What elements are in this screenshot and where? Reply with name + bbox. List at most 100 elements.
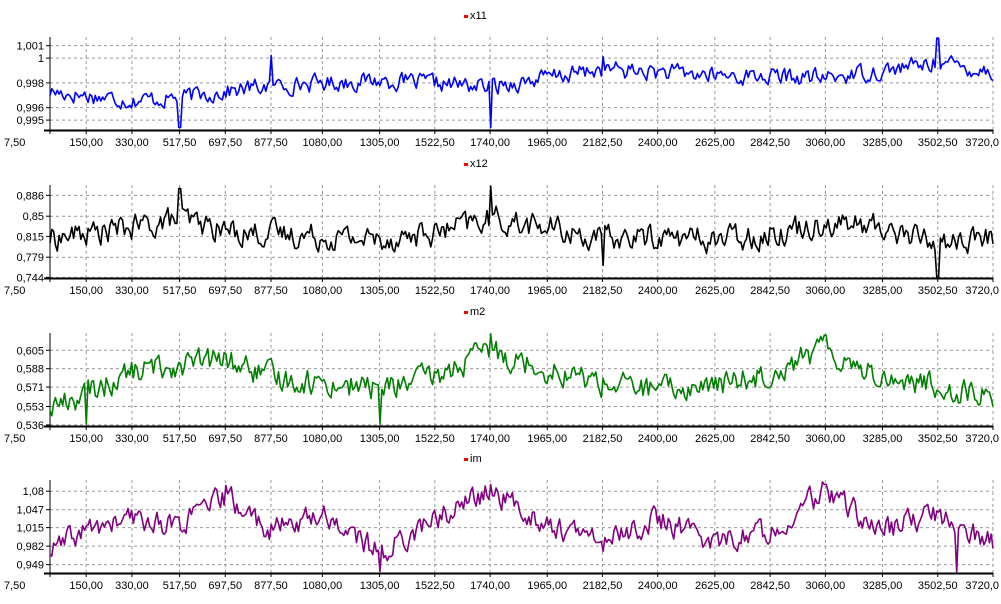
x-tick-label: 877,50 bbox=[254, 433, 288, 445]
x-tick-label: 3060,00 bbox=[805, 580, 845, 592]
legend: x12 bbox=[464, 158, 488, 170]
grid bbox=[49, 185, 994, 278]
y-tick-label: 0,998 bbox=[16, 78, 44, 90]
x-tick-label: 3720,0 bbox=[965, 137, 999, 149]
legend: m2 bbox=[464, 306, 485, 318]
series-line-x12 bbox=[49, 185, 994, 279]
x-tick-label: 2400,00 bbox=[638, 580, 678, 592]
x-tick-label: 2182,50 bbox=[583, 137, 623, 149]
x-tick-label: 2400,00 bbox=[638, 137, 678, 149]
legend-label: x12 bbox=[470, 158, 488, 170]
x-tick-label: 1522,50 bbox=[415, 433, 455, 445]
y-tick-label: 0,588 bbox=[16, 364, 44, 376]
y-tick-label: 0,571 bbox=[16, 382, 44, 394]
x-tick-label: 1965,00 bbox=[527, 433, 567, 445]
x-tick-label: 697,50 bbox=[208, 285, 242, 297]
y-tick-label: 1 bbox=[38, 53, 44, 65]
x-tick-label: 2625,00 bbox=[695, 285, 735, 297]
series-line-m2 bbox=[49, 333, 994, 425]
x-tick-label: 3502,50 bbox=[918, 137, 958, 149]
legend-marker bbox=[464, 458, 468, 461]
x-tick-label: 3285,00 bbox=[863, 285, 903, 297]
x-tick-label: 2400,00 bbox=[638, 433, 678, 445]
x-tick-label: 2400,00 bbox=[638, 285, 678, 297]
x-tick-label: 150,00 bbox=[69, 433, 103, 445]
x-tick-label: 3060,00 bbox=[805, 137, 845, 149]
x-tick-label: 1080,00 bbox=[303, 433, 343, 445]
chart-panel-im: im 1,08 1,047 1,015 0,982 0,949 7,50 150,00 330,… bbox=[4, 453, 999, 592]
x-tick-label: 517,50 bbox=[163, 433, 197, 445]
x-tick-label: 1305,00 bbox=[360, 580, 400, 592]
x-tick-label: 1965,00 bbox=[527, 580, 567, 592]
x-tick-label: 1740,00 bbox=[470, 580, 510, 592]
y-tick-label: 0,982 bbox=[16, 541, 44, 553]
legend-marker bbox=[464, 311, 468, 314]
x-tick-label: 697,50 bbox=[208, 580, 242, 592]
x-tick-label: 330,00 bbox=[115, 285, 149, 297]
x-tick-label: 1965,00 bbox=[527, 285, 567, 297]
x-tick-label: 1080,00 bbox=[303, 137, 343, 149]
x-tick-label: 1305,00 bbox=[360, 433, 400, 445]
y-tick-label: 1,047 bbox=[16, 505, 44, 517]
grid bbox=[49, 37, 994, 130]
x-tick-label: 2182,50 bbox=[583, 433, 623, 445]
y-tick-label: 0,949 bbox=[16, 560, 44, 572]
legend-marker bbox=[464, 163, 468, 166]
y-tick-label: 0,815 bbox=[16, 231, 44, 243]
x-tick-label: 1522,50 bbox=[415, 137, 455, 149]
y-tick-label: 0,744 bbox=[16, 272, 44, 284]
y-tick-label: 1,001 bbox=[16, 41, 44, 53]
x-tick-label: 3720,0 bbox=[965, 433, 999, 445]
x-tick-label: 1080,00 bbox=[303, 285, 343, 297]
x-tick-label: 1740,00 bbox=[470, 137, 510, 149]
x-tick-label: 2842,50 bbox=[750, 137, 790, 149]
x-tick-label: 2625,00 bbox=[695, 433, 735, 445]
x-tick-label: 697,50 bbox=[208, 137, 242, 149]
x-tick-label: 877,50 bbox=[254, 137, 288, 149]
x-tick-label: 2182,50 bbox=[583, 580, 623, 592]
x-tick-label: 1522,50 bbox=[415, 580, 455, 592]
x-tick-label: 2182,50 bbox=[583, 285, 623, 297]
x-tick-label: 7,50 bbox=[4, 580, 25, 592]
grid bbox=[49, 333, 994, 426]
x-tick-label: 697,50 bbox=[208, 433, 242, 445]
x-tick-label: 2625,00 bbox=[695, 137, 735, 149]
legend-label: x11 bbox=[470, 10, 487, 22]
x-tick-label: 1740,00 bbox=[470, 433, 510, 445]
y-tick-label: 0,779 bbox=[16, 252, 44, 264]
x-tick-label: 3285,00 bbox=[863, 580, 903, 592]
x-tick-label: 150,00 bbox=[69, 285, 103, 297]
y-tick-label: 0,886 bbox=[16, 190, 44, 202]
x-tick-label: 3060,00 bbox=[805, 285, 845, 297]
x-tick-label: 517,50 bbox=[163, 580, 197, 592]
x-tick-label: 1965,00 bbox=[527, 137, 567, 149]
legend-marker bbox=[464, 15, 468, 18]
x-tick-label: 877,50 bbox=[254, 580, 288, 592]
x-tick-label: 1305,00 bbox=[360, 137, 400, 149]
x-tick-label: 3502,50 bbox=[918, 433, 958, 445]
series-line-im bbox=[49, 481, 994, 573]
x-tick-label: 330,00 bbox=[115, 137, 149, 149]
x-tick-label: 7,50 bbox=[4, 433, 25, 445]
series-line-x11 bbox=[49, 37, 994, 129]
x-tick-label: 2842,50 bbox=[750, 433, 790, 445]
x-tick-label: 1080,00 bbox=[303, 580, 343, 592]
x-tick-label: 150,00 bbox=[69, 137, 103, 149]
x-tick-label: 517,50 bbox=[163, 285, 197, 297]
x-tick-label: 7,50 bbox=[4, 285, 25, 297]
x-tick-label: 3502,50 bbox=[918, 580, 958, 592]
legend-label: m2 bbox=[470, 306, 485, 318]
x-tick-label: 1522,50 bbox=[415, 285, 455, 297]
y-tick-label: 1,08 bbox=[23, 486, 44, 498]
x-tick-label: 2842,50 bbox=[750, 580, 790, 592]
y-tick-label: 0,536 bbox=[16, 420, 44, 432]
y-tick-label: 0,996 bbox=[16, 103, 44, 115]
x-tick-label: 330,00 bbox=[115, 433, 149, 445]
legend-label: im bbox=[470, 453, 482, 465]
x-tick-label: 3285,00 bbox=[863, 433, 903, 445]
x-tick-label: 3502,50 bbox=[918, 285, 958, 297]
